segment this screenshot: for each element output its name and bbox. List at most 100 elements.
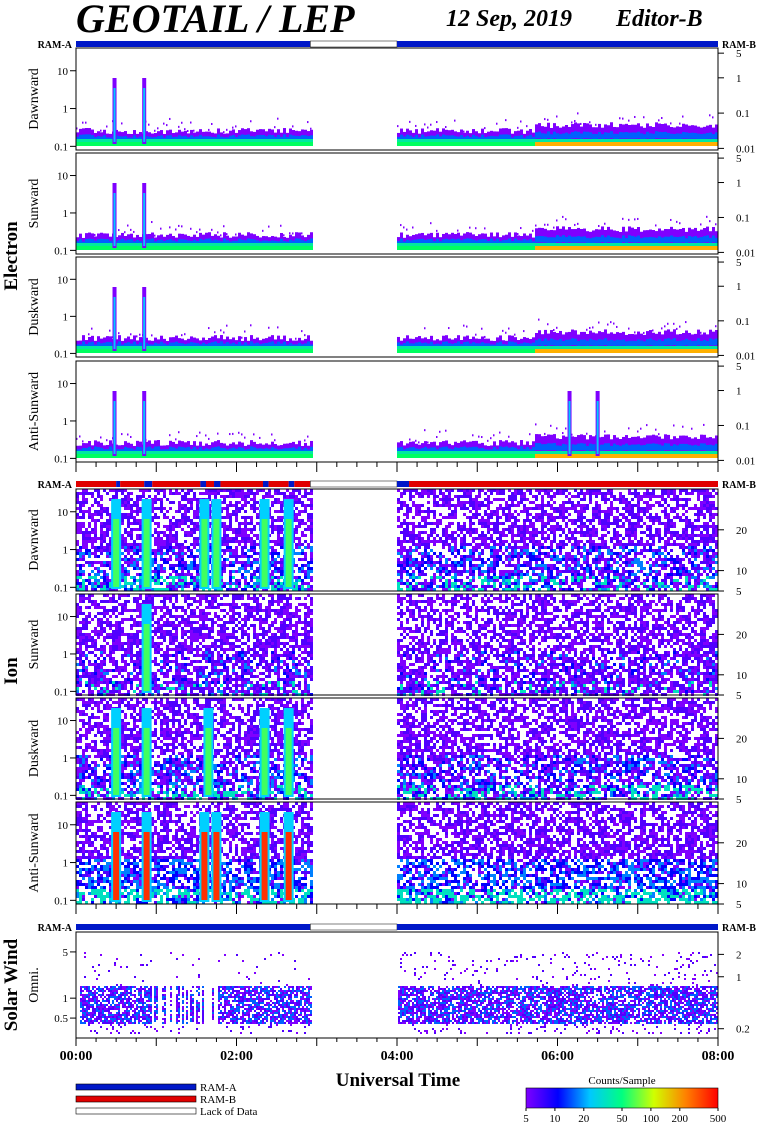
group-label: Solar Wind [1,938,22,1031]
y-right-tick-label: 1 [736,73,742,85]
spectrogram [76,594,718,696]
y-right-tick-label: 10 [736,670,748,682]
spectrogram [76,698,718,800]
ram-bar-segment [310,924,397,930]
colorbar-tick-label: 500 [710,1113,727,1125]
ram-bar-segment [152,481,200,487]
ram-bar-segment [116,481,120,487]
group-label: Ion [1,657,22,685]
legend-label: RAM-A [200,1082,237,1094]
x-tick-label: 08:00 [702,1049,735,1064]
panel-label: Duskward [27,278,42,336]
y-right-tick-label: 5 [736,48,742,60]
legend-label: RAM-B [200,1094,236,1106]
y-left-tick-label: 0.5 [54,1013,68,1025]
ram-bar-segment [200,481,206,487]
y-left-tick-label: 10 [57,507,69,519]
y-left-tick-label: 0.1 [54,245,68,257]
y-left-tick-label: 10 [57,820,69,832]
y-left-tick-label: 1 [63,416,69,428]
spectrogram [76,489,718,591]
y-right-tick-label: 5 [736,794,742,806]
ram-bar-segment [214,481,220,487]
y-left-tick-label: 1 [63,545,69,557]
panel-label: Duskward [27,720,42,778]
ram-bar-segment [144,481,152,487]
y-left-tick-label: 0.1 [54,686,68,698]
x-tick-label: 06:00 [541,1049,574,1064]
y-left-tick-label: 1 [63,208,69,220]
y-left-tick-label: 10 [57,716,69,728]
ram-bar-segment [263,481,269,487]
y-left-tick-label: 10 [57,66,69,78]
y-right-tick-label: 1 [736,281,742,293]
ram-left-label: RAM-A [38,40,73,51]
ram-bar-segment [409,481,718,487]
legend-swatch [76,1084,196,1090]
x-tick-label: 02:00 [220,1049,253,1064]
y-left-tick-label: 1 [63,753,69,765]
y-left-tick-label: 0.1 [54,582,68,594]
y-right-tick-label: 5 [736,586,742,598]
panel-label: Dawnward [27,509,42,570]
group-electron: RAM-A RAM-BElectron0.11100.010.115Dawnwar… [1,40,756,472]
panel-label: Anti-Sunward [27,372,42,451]
colorbar-tick-label: 10 [549,1113,561,1125]
ram-bar-segment [289,481,295,487]
ram-bar-segment [120,481,144,487]
spectrogram [76,287,718,353]
ram-left-label: RAM-A [38,923,73,934]
ram-bar-segment [397,924,718,930]
chart-date: 12 Sep, 2019 [446,6,572,32]
y-left-tick-label: 0.1 [54,790,68,802]
colorbar-tick-label: 50 [617,1113,629,1125]
y-left-tick-label: 0.1 [54,348,68,360]
y-right-tick-label: 20 [736,838,748,850]
panel-label: Sunward [27,179,42,229]
y-right-tick-label: 0.1 [736,212,750,224]
y-right-tick-label: 5 [736,899,742,911]
ram-bar-segment [76,41,310,47]
ram-bar-segment [269,481,289,487]
panel-label: Dawnward [27,68,42,129]
x-axis: 00:00 02:00 04:00 06:00 08:00 [60,1038,735,1064]
panel-label: Omni. [27,967,42,1002]
ram-mode-bar [76,924,718,930]
legend-swatch [76,1108,196,1114]
y-right-tick-label: 0.1 [736,108,750,120]
y-right-tick-label: 5 [736,153,742,165]
legend-swatch [76,1096,196,1102]
y-left-tick-label: 1 [63,649,69,661]
panel-frame [76,932,718,1038]
x-tick-label: 04:00 [381,1049,414,1064]
ram-bar-segment [397,481,409,487]
ram-bar-segment [310,41,397,47]
spectrogram [76,391,718,458]
y-left-tick-label: 10 [57,171,69,183]
y-left-tick-label: 5 [63,947,69,959]
y-right-tick-label: 5 [736,257,742,269]
ram-bar-segment [206,481,214,487]
y-left-tick-label: 1 [63,993,69,1005]
ram-bar-segment [310,481,397,487]
ram-right-label: RAM-B [722,480,756,491]
y-left-tick-label: 10 [57,612,69,624]
colorbar-tick-label: 20 [578,1113,590,1125]
y-right-tick-label: 2 [736,949,742,961]
y-right-tick-label: 20 [736,525,748,537]
y-right-tick-label: 0.1 [736,420,750,432]
time-tick-strip [76,462,718,472]
y-left-tick-label: 0.1 [54,141,68,153]
colorbar-tick-label: 200 [672,1113,689,1125]
ram-bar-segment [294,481,310,487]
